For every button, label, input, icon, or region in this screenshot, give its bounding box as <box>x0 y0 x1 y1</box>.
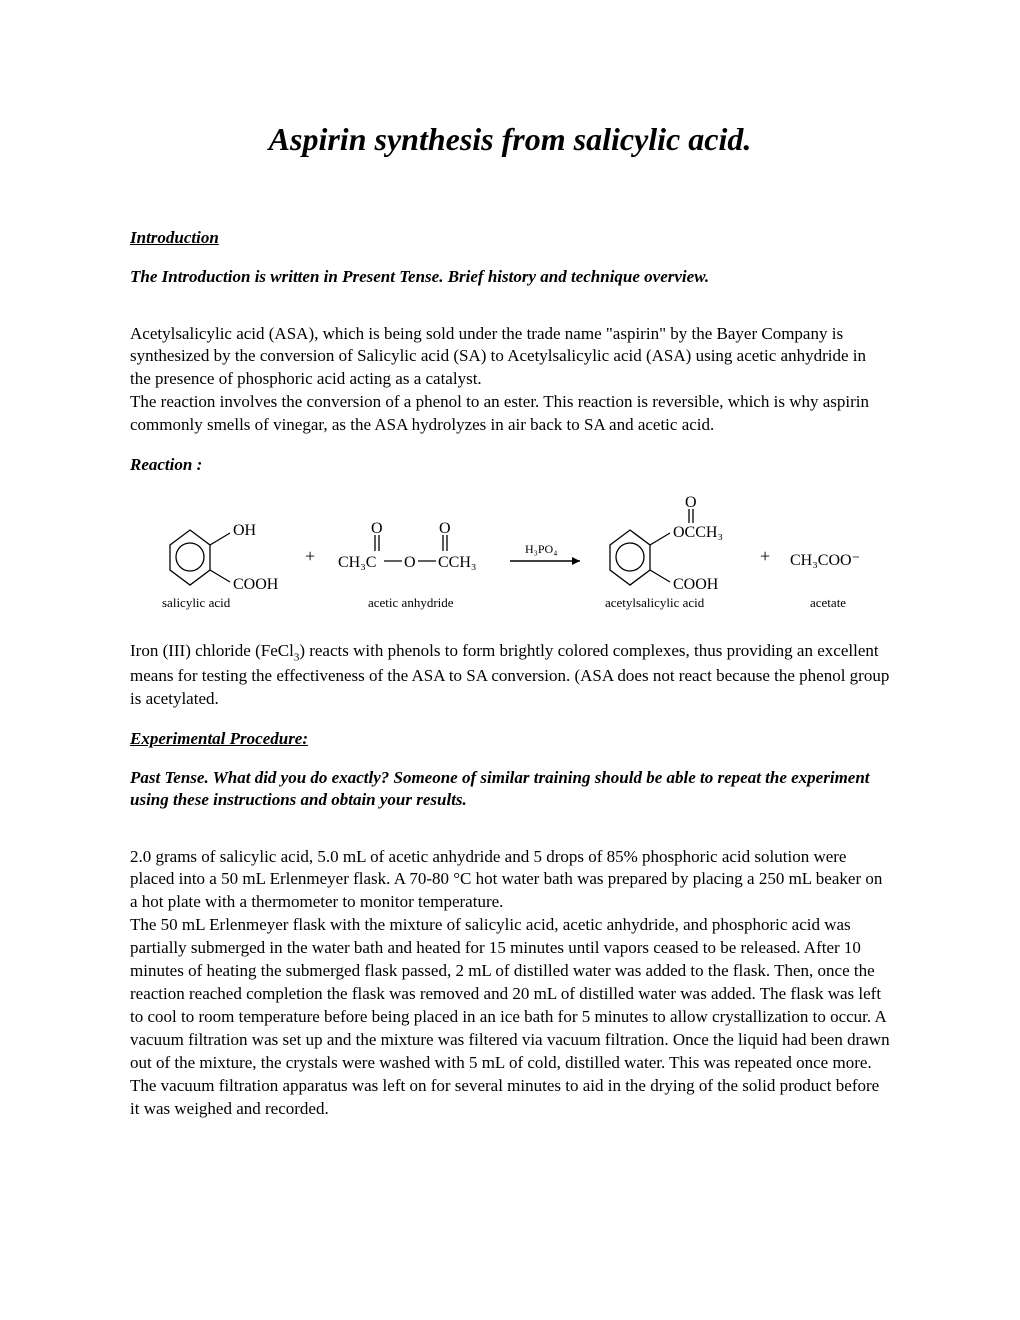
experimental-heading: Experimental Procedure: <box>130 729 890 749</box>
o-label-3: O <box>685 494 697 511</box>
introduction-instruction: The Introduction is written in Present T… <box>130 266 890 288</box>
intro-p2-text: The reaction involves the conversion of … <box>130 392 869 434</box>
exp-paragraph: 2.0 grams of salicylic acid, 5.0 mL of a… <box>130 846 890 1121</box>
salicylic-acid-structure <box>170 530 230 585</box>
reaction-arrow: H₃PO₄ <box>510 542 580 565</box>
asa-caption: acetylsalicylic acid <box>605 595 705 610</box>
o-middle: O <box>404 554 416 571</box>
oh-label: OH <box>233 522 257 539</box>
reaction-label: Reaction : <box>130 455 890 475</box>
cooh-label-1: COOH <box>233 576 279 593</box>
exp-p2: The 50 mL Erlenmeyer flask with the mixt… <box>130 915 890 1118</box>
anhydride-caption: acetic anhydride <box>368 595 454 610</box>
intro-p1-text: Acetylsalicylic acid (ASA), which is bei… <box>130 324 866 389</box>
acetate-caption: acetate <box>810 595 846 610</box>
introduction-heading: Introduction <box>130 228 890 248</box>
intro-p3a: Iron (III) chloride (FeCl <box>130 641 294 660</box>
cooh-label-2: COOH <box>673 576 719 593</box>
reaction-diagram: OH COOH salicylic acid + CH₃C O O CCH₃ <box>130 485 890 620</box>
ch3c-label: CH₃C <box>338 554 376 571</box>
asa-structure <box>610 530 670 585</box>
salicylic-caption: salicylic acid <box>162 595 231 610</box>
o-label-1: O <box>371 520 383 537</box>
plus-1: + <box>305 546 315 566</box>
intro-paragraph-1: Acetylsalicylic acid (ASA), which is bei… <box>130 323 890 438</box>
experimental-instruction: Past Tense. What did you do exactly? Som… <box>130 767 890 811</box>
acetate-formula: CH₃COO⁻ <box>790 552 860 569</box>
intro-paragraph-3: Iron (III) chloride (FeCl3) reacts with … <box>130 640 890 711</box>
page-title: Aspirin synthesis from salicylic acid. <box>130 121 890 158</box>
o-label-2: O <box>439 520 451 537</box>
acetic-anhydride-structure: CH₃C O O CCH₃ O <box>338 520 476 571</box>
exp-p1: 2.0 grams of salicylic acid, 5.0 mL of a… <box>130 847 882 912</box>
plus-2: + <box>760 546 770 566</box>
document-page: Aspirin synthesis from salicylic acid. I… <box>0 0 1020 1320</box>
catalyst-label: H₃PO₄ <box>525 542 557 556</box>
cch3-label: CCH₃ <box>438 554 476 571</box>
occh3-label: OCCH₃ <box>673 524 723 541</box>
